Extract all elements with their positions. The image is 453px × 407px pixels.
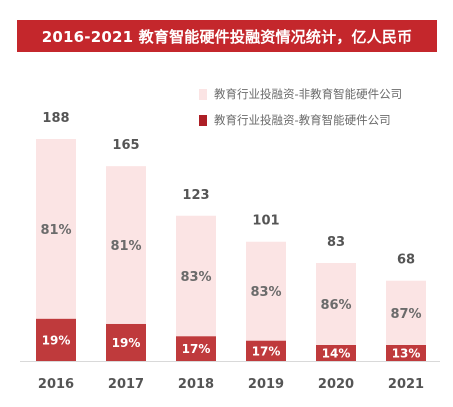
x-tick-label-2019: 2019 <box>248 377 284 392</box>
non-edu-percent-label-2017: 81% <box>110 239 141 254</box>
bar-edu-2016 <box>36 318 76 361</box>
legend: 教育行业投融资-非教育智能硬件公司 教育行业投融资-教育智能硬件公司 <box>199 86 402 138</box>
total-label-2016: 188 <box>42 111 69 126</box>
edu-percent-label-2018: 17% <box>182 342 211 356</box>
total-label-2021: 68 <box>397 253 415 268</box>
legend-swatch-edu <box>199 114 207 126</box>
legend-item-non-edu: 教育行业投融资-非教育智能硬件公司 <box>199 86 402 102</box>
total-label-2017: 165 <box>112 138 139 153</box>
x-tick-label-2017: 2017 <box>108 377 144 392</box>
non-edu-percent-label-2018: 83% <box>180 270 211 285</box>
legend-label-non-edu: 教育行业投融资-非教育智能硬件公司 <box>214 87 403 101</box>
bar-edu-2020 <box>316 345 356 361</box>
legend-label-edu: 教育行业投融资-教育智能硬件公司 <box>214 113 391 127</box>
edu-percent-label-2017: 19% <box>112 336 141 350</box>
edu-percent-label-2016: 19% <box>42 333 71 347</box>
chart-title: 2016-2021 教育智能硬件投融资情况统计，亿人民币 <box>17 20 437 52</box>
edu-percent-label-2019: 17% <box>252 344 281 358</box>
legend-swatch-non-edu <box>199 88 207 100</box>
non-edu-percent-label-2016: 81% <box>40 223 71 238</box>
bar-edu-2019 <box>246 340 286 361</box>
bar-non-edu-2020 <box>316 262 356 361</box>
edu-percent-label-2020: 14% <box>322 347 351 361</box>
total-label-2018: 123 <box>182 188 209 203</box>
edu-percent-label-2021: 13% <box>392 347 421 361</box>
total-label-2020: 83 <box>327 235 345 250</box>
legend-item-edu: 教育行业投融资-教育智能硬件公司 <box>199 112 402 128</box>
non-edu-percent-label-2020: 86% <box>320 298 351 313</box>
bar-edu-2021 <box>386 345 426 361</box>
x-tick-label-2018: 2018 <box>178 377 214 392</box>
x-tick-label-2020: 2020 <box>318 377 354 392</box>
x-tick-label-2021: 2021 <box>388 377 424 392</box>
non-edu-percent-label-2021: 87% <box>390 307 421 322</box>
non-edu-percent-label-2019: 83% <box>250 285 281 300</box>
bar-edu-2017 <box>106 323 146 361</box>
bar-edu-2018 <box>176 336 216 361</box>
x-tick-label-2016: 2016 <box>38 377 74 392</box>
total-label-2019: 101 <box>252 214 279 229</box>
